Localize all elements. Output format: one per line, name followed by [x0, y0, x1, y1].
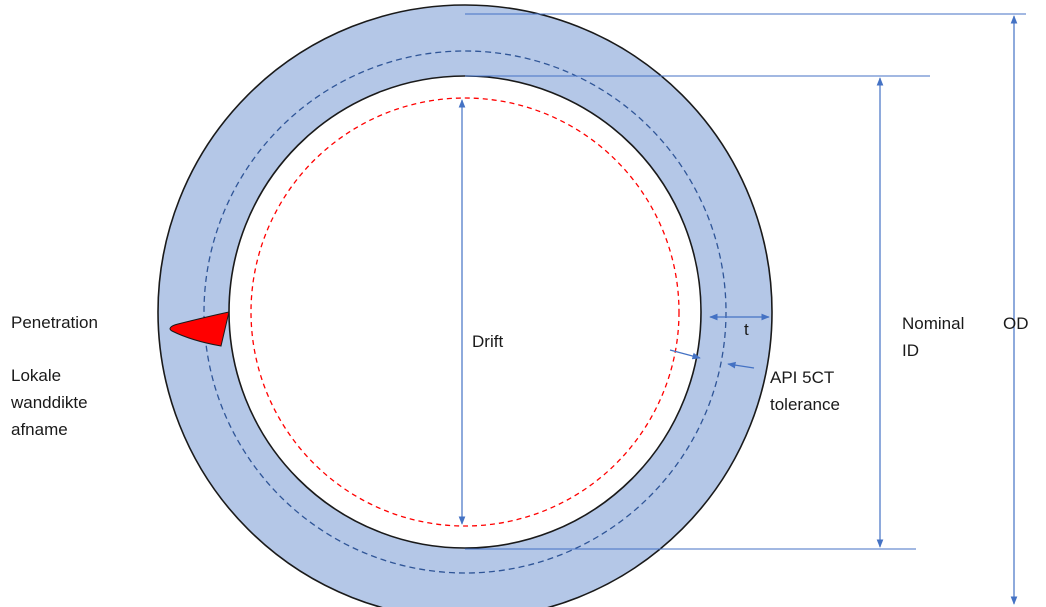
nominal-id-label-line2: ID [902, 341, 919, 360]
api-tolerance-arrow-outer [727, 361, 755, 369]
pipe-inner-bore [228, 75, 702, 549]
penetration-defect [169, 311, 230, 347]
local-wall-thinning-label-line3: afname [11, 420, 68, 439]
api-tolerance-arrow-inner [669, 349, 701, 360]
local-wall-thinning-label-line2: wanddikte [11, 393, 88, 412]
drift-circle [250, 97, 680, 527]
api-tolerance-label-line2: tolerance [770, 395, 840, 414]
penetration-label: Penetration [11, 313, 98, 332]
nominal-id-label-line1: Nominal [902, 314, 965, 333]
drift-label: Drift [472, 332, 504, 351]
wall-thickness-label: t [744, 320, 749, 339]
api-tolerance-label-line1: API 5CT [770, 368, 835, 387]
od-label: OD [1003, 314, 1029, 333]
local-wall-thinning-label-line1: Lokale [11, 366, 62, 385]
api-tolerance-circle [203, 50, 727, 574]
